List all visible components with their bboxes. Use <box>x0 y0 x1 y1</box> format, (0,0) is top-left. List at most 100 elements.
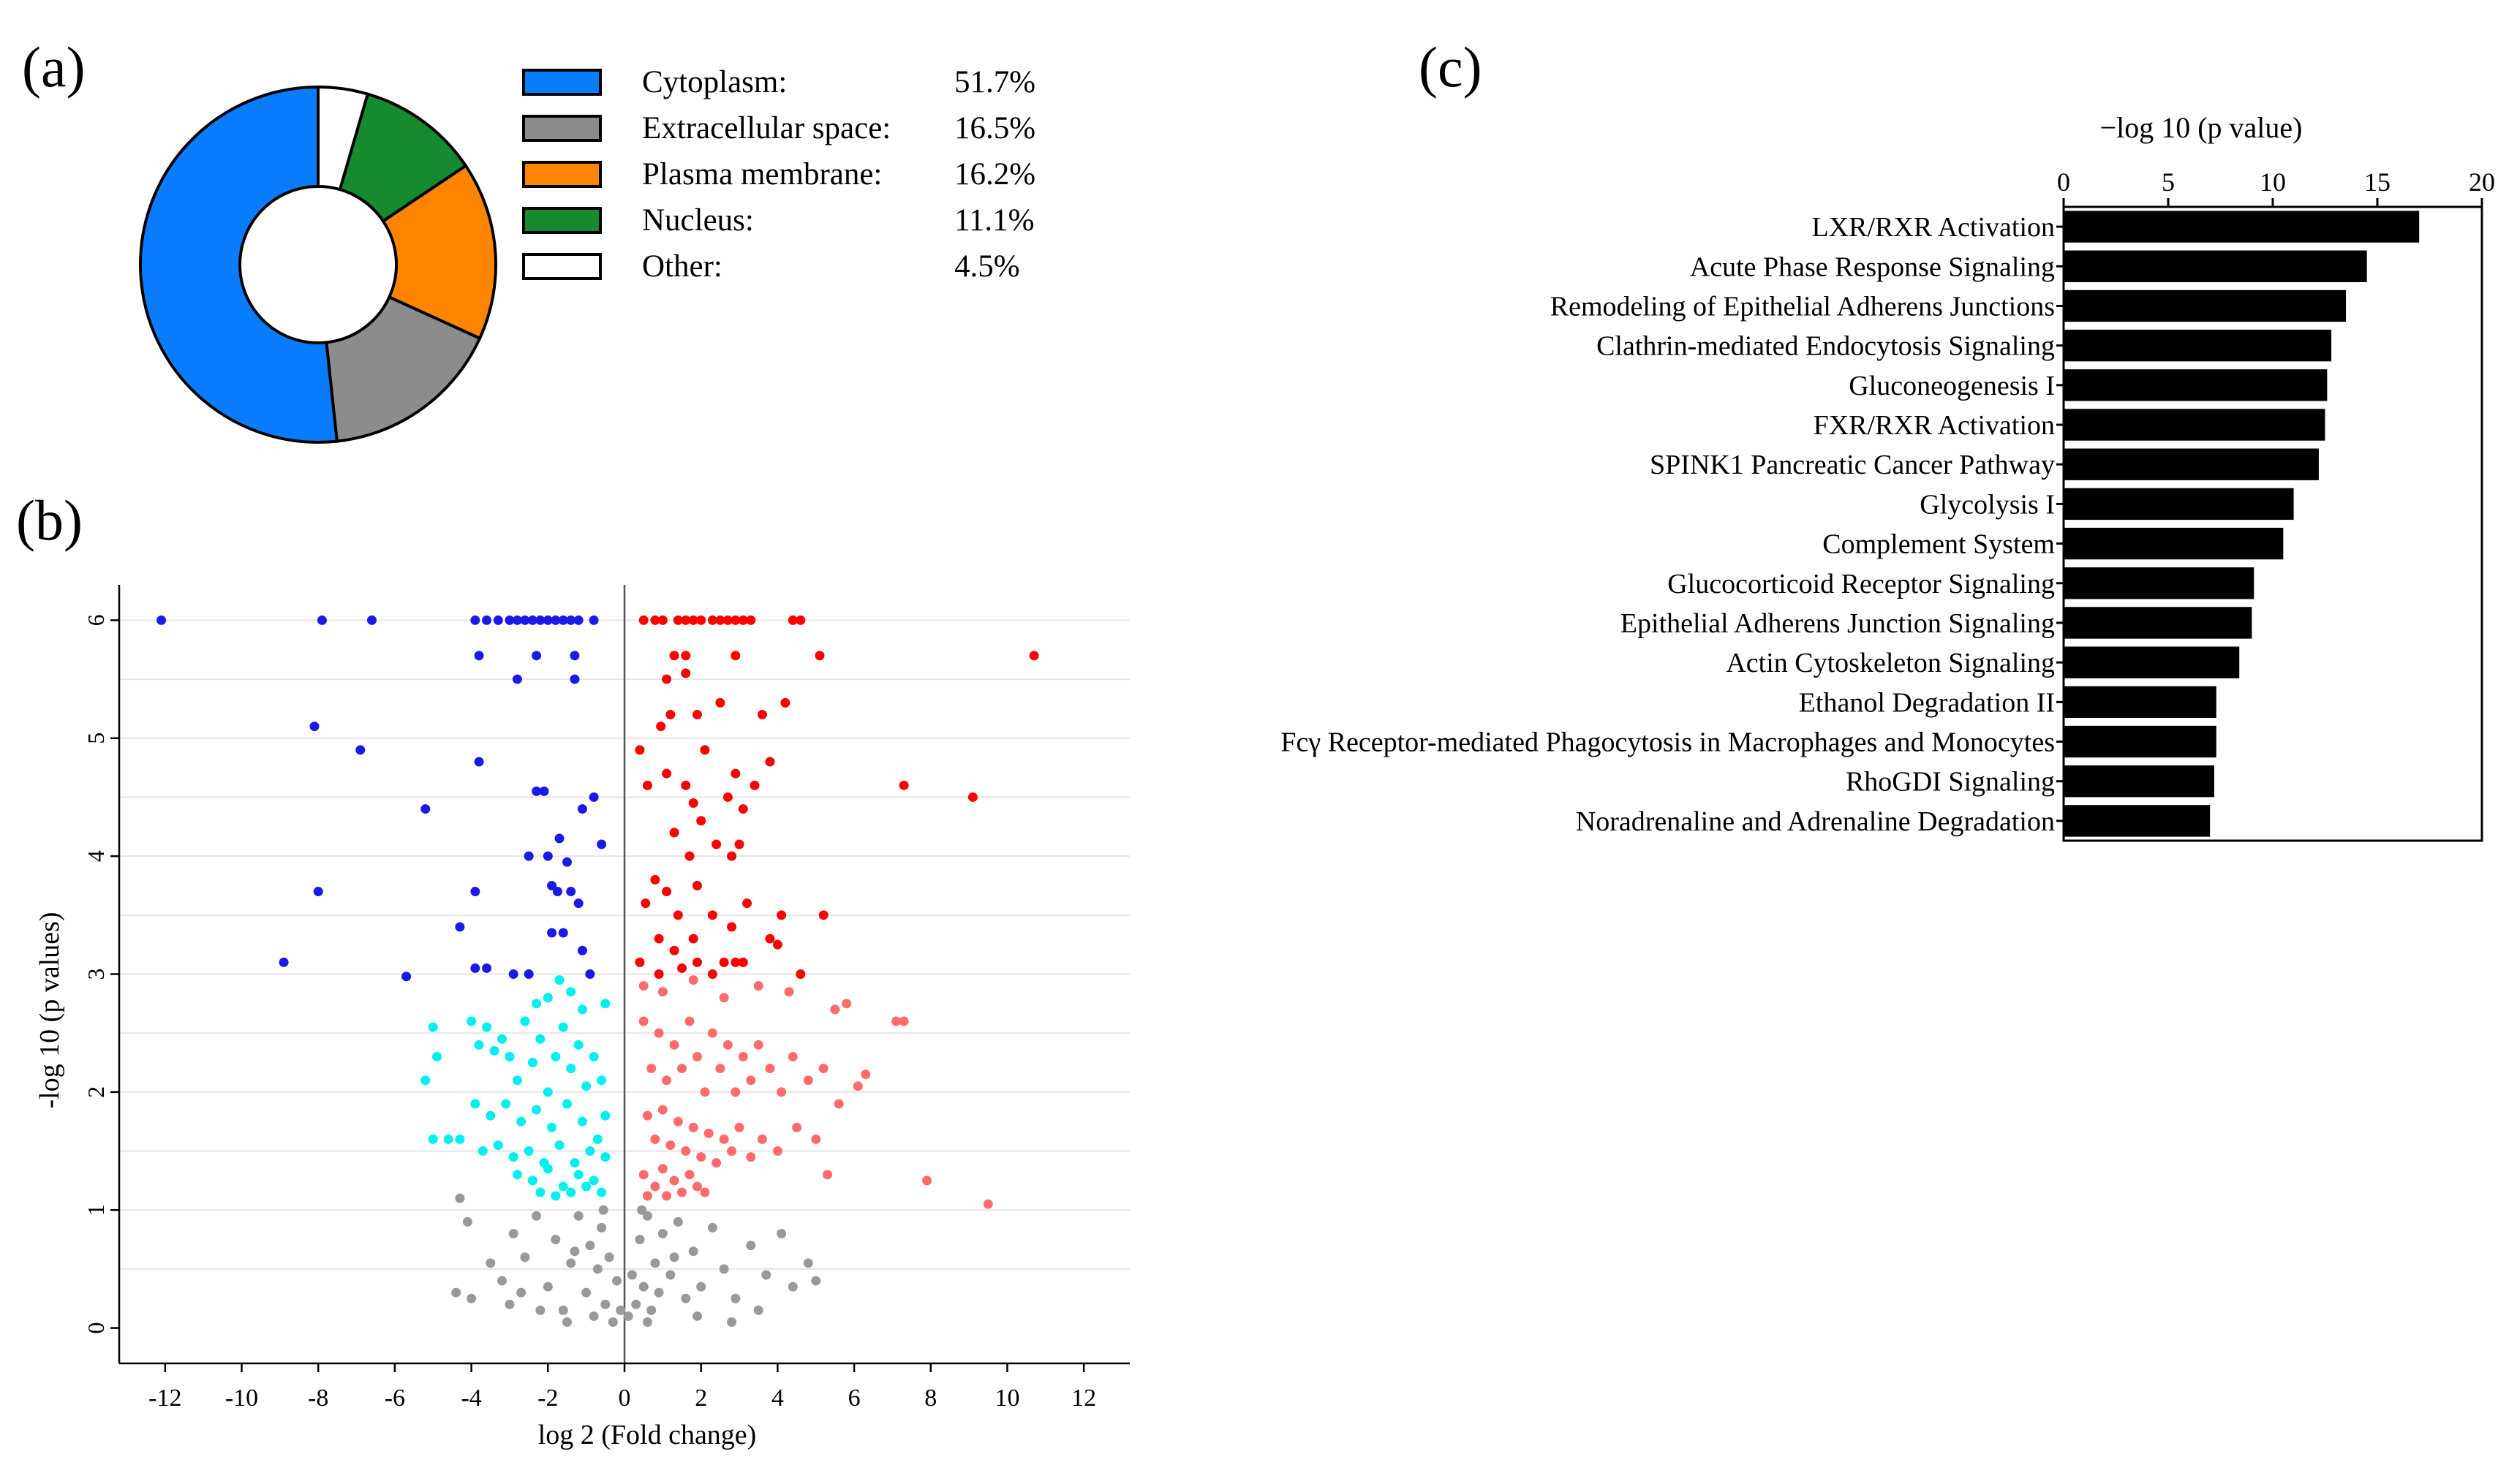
volcano-point-up_moderate <box>922 1176 932 1186</box>
donut-slice-0 <box>139 85 339 444</box>
volcano-point-not_significant <box>681 1293 691 1303</box>
volcano-point-down_moderate <box>577 1116 587 1127</box>
bar-9 <box>2064 567 2254 599</box>
volcano-point-down_moderate <box>532 1105 542 1115</box>
volcano-x-tick-label: -8 <box>308 1385 328 1412</box>
volcano-point-down_moderate <box>592 1134 603 1144</box>
volcano-point-not_significant <box>486 1258 496 1268</box>
volcano-x-tick-label: -2 <box>537 1385 558 1412</box>
donut-legend: Cytoplasm: 51.7% Extracellular space: 16.5%… <box>522 65 1035 284</box>
volcano-point-down_significant <box>470 963 480 973</box>
volcano-point-down_significant <box>508 969 518 979</box>
volcano-point-down_moderate <box>489 1045 499 1056</box>
volcano-point-down_moderate <box>585 1146 595 1156</box>
volcano-point-not_significant <box>505 1299 515 1309</box>
bar-5 <box>2064 409 2325 441</box>
volcano-point-up_significant <box>669 828 679 838</box>
volcano-point-up_moderate <box>684 1170 695 1180</box>
volcano-point-up_significant <box>656 722 666 732</box>
volcano-point-down_moderate <box>486 1110 496 1121</box>
volcano-point-up_significant <box>662 674 672 684</box>
legend-label-2: Plasma membrane: <box>642 157 882 192</box>
volcano-point-up_significant <box>712 839 722 849</box>
volcano-point-up_significant <box>707 969 717 979</box>
volcano-point-up_significant <box>696 615 706 625</box>
volcano-y-tick-label: 0 <box>83 1322 109 1334</box>
legend-label-3: Nucleus: <box>642 203 754 238</box>
volcano-y-tick-label: 1 <box>83 1204 109 1216</box>
volcano-point-not_significant <box>597 1222 607 1233</box>
volcano-point-up_significant <box>635 745 645 755</box>
volcano-point-down_moderate <box>600 1110 611 1121</box>
bar-10 <box>2064 607 2252 639</box>
volcano-point-down_moderate <box>467 1016 477 1026</box>
volcano-point-up_significant <box>715 697 725 708</box>
volcano-point-down_moderate <box>566 1187 576 1197</box>
volcano-point-up_significant <box>692 880 702 890</box>
volcano-point-up_significant <box>692 710 702 719</box>
volcano-point-up_moderate <box>677 1064 687 1074</box>
volcano-point-down_moderate <box>547 1122 557 1132</box>
bar-category-label: Complement System <box>1822 529 2055 560</box>
volcano-point-not_significant <box>646 1305 657 1315</box>
volcano-point-up_moderate <box>638 1170 649 1180</box>
volcano-point-down_moderate <box>527 1176 537 1186</box>
volcano-point-down_moderate <box>589 1176 599 1186</box>
volcano-point-down_moderate <box>570 1158 580 1168</box>
volcano-point-up_significant <box>677 963 687 973</box>
volcano-point-up_significant <box>746 615 756 625</box>
volcano-point-not_significant <box>657 1229 668 1238</box>
volcano-point-up_significant <box>738 615 748 625</box>
volcano-point-down_moderate <box>474 1040 484 1050</box>
volcano-point-down_moderate <box>543 993 553 1003</box>
volcano-point-up_moderate <box>777 1087 787 1097</box>
volcano-point-up_significant <box>657 615 668 625</box>
volcano-point-down_significant <box>512 674 522 684</box>
volcano-point-up_moderate <box>642 1110 652 1121</box>
volcano-point-not_significant <box>598 1205 608 1215</box>
volcano-point-up_moderate <box>669 1176 679 1186</box>
volcano-point-up_significant <box>681 668 691 678</box>
bar-category-label: Remodeling of Epithelial Adherens Juncti… <box>1550 291 2055 322</box>
volcano-point-up_moderate <box>818 1064 829 1074</box>
volcano-point-not_significant <box>581 1287 592 1298</box>
volcano-point-down_significant <box>309 722 320 732</box>
volcano-point-down_significant <box>573 898 584 909</box>
volcano-point-up_moderate <box>657 987 668 997</box>
volcano-point-up_moderate <box>983 1199 993 1209</box>
volcano-point-up_moderate <box>700 1187 710 1197</box>
volcano-point-down_moderate <box>535 1187 546 1197</box>
legend-label-4: Other: <box>642 249 722 284</box>
volcano-point-not_significant <box>455 1193 465 1203</box>
bar-category-label: FXR/RXR Activation <box>1814 410 2055 441</box>
volcano-point-down_moderate <box>501 1099 511 1109</box>
volcano-point-up_moderate <box>788 1051 798 1061</box>
volcano-point-down_moderate <box>543 1087 553 1097</box>
bar-6 <box>2064 448 2319 480</box>
volcano-point-not_significant <box>753 1305 763 1315</box>
volcano-x-tick-label: -12 <box>148 1385 181 1412</box>
volcano-point-up_significant <box>765 757 775 767</box>
volcano-point-down_significant <box>532 651 542 661</box>
volcano-point-not_significant <box>566 1258 576 1268</box>
volcano-point-up_moderate <box>765 1064 775 1074</box>
volcano-point-up_moderate <box>853 1081 863 1091</box>
volcano-point-up_significant <box>673 615 683 625</box>
volcano-point-down_moderate <box>577 1004 587 1015</box>
volcano-x-tick-label: -4 <box>461 1385 481 1412</box>
volcano-point-not_significant <box>543 1282 553 1292</box>
bar-11 <box>2064 646 2240 678</box>
volcano-point-not_significant <box>788 1282 798 1292</box>
volcano-point-down_moderate <box>589 1051 599 1061</box>
volcano-point-down_moderate <box>573 1170 584 1180</box>
volcano-point-not_significant <box>731 1293 741 1303</box>
bar-chart-title: −log 10 (p value) <box>2100 111 2303 144</box>
volcano-point-up_significant <box>650 615 660 625</box>
volcano-point-up_moderate <box>700 1087 710 1097</box>
volcano-point-down_significant <box>470 887 480 897</box>
legend-swatch-1 <box>522 115 602 142</box>
volcano-point-not_significant <box>600 1299 611 1309</box>
volcano-point-not_significant <box>497 1276 507 1286</box>
volcano-point-not_significant <box>604 1252 614 1262</box>
legend-swatch-2 <box>522 161 602 188</box>
